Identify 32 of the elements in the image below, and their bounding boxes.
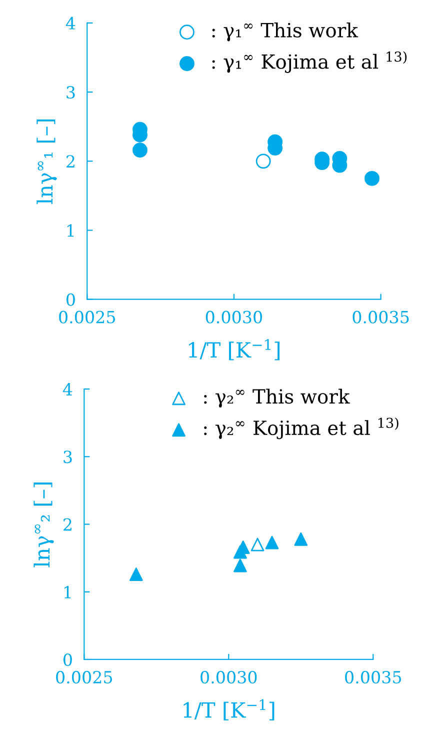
y-axis-title: lnγ$^{∞}$₁ [–] — [36, 119, 57, 204]
y-tick-label: 0 — [64, 653, 72, 666]
x-tick-label: 0.0030 — [200, 670, 257, 684]
point — [265, 536, 279, 550]
x-axis-title: 1/T [K$^{−1}$] — [184, 699, 274, 720]
x-tick-label: 0.0025 — [59, 310, 115, 324]
y-tick-label: 1 — [64, 586, 71, 598]
legend-label: : γ₂$^{∞}$ Kojima et al $^{13)}$ — [204, 417, 398, 440]
x-axis-title: 1/T [K$^{−1}$] — [189, 339, 280, 360]
point — [129, 568, 143, 581]
point — [364, 170, 380, 186]
legend-label: : γ₂$^{∞}$ This work — [204, 388, 350, 408]
y-tick-label: 3 — [64, 450, 72, 464]
y-tick-label: 4 — [66, 16, 76, 30]
y-tick-label: 2 — [66, 155, 74, 168]
y-tick-label: 3 — [66, 86, 75, 99]
x-tick-label: 0.0025 — [56, 670, 112, 684]
point — [234, 558, 247, 572]
point — [294, 532, 308, 546]
legend-label: : γ₁$^{∞}$ Kojima et al $^{13)}$ — [212, 51, 407, 73]
point — [250, 538, 264, 552]
point — [256, 154, 271, 169]
y-axis-title: lnγ$^{∞}$₂ [–] — [34, 482, 54, 568]
y-tick-label: 0 — [66, 293, 75, 306]
y-tick-label: 4 — [62, 382, 72, 396]
x-tick-label: 0.0030 — [206, 310, 262, 324]
y-tick-label: 2 — [64, 518, 72, 531]
x-tick-label: 0.0035 — [352, 310, 409, 324]
x-tick-label: 0.0035 — [345, 670, 402, 684]
y-tick-label: 1 — [67, 224, 74, 237]
legend-label: : γ₁$^{∞}$ This work — [212, 22, 358, 42]
point — [132, 142, 148, 158]
